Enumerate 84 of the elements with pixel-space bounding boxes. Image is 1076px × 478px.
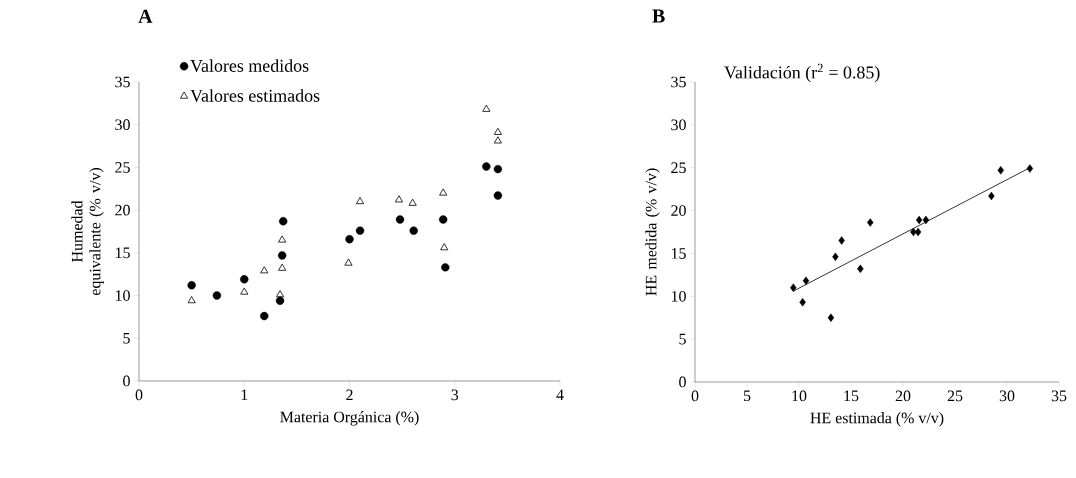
point <box>914 227 922 237</box>
y-axis-title: HE medida (% v/v) <box>645 168 660 296</box>
point <box>1026 164 1034 173</box>
x-tick-label: 20 <box>895 390 911 402</box>
point <box>275 296 285 305</box>
point <box>240 275 249 284</box>
point <box>356 197 365 205</box>
y-tick-label: 35 <box>115 76 130 88</box>
point <box>799 298 806 307</box>
x-tick-label: 15 <box>844 390 859 402</box>
chart-title: A <box>138 9 153 23</box>
x-tick-label: 1 <box>241 389 248 401</box>
chart-title: B <box>652 9 665 23</box>
point <box>439 188 448 196</box>
point <box>394 195 403 203</box>
point <box>493 191 503 200</box>
x-tick-label: 25 <box>947 390 963 402</box>
x-axis-title: HE estimada (% v/v) <box>810 412 944 427</box>
point <box>867 218 874 227</box>
point <box>260 266 269 274</box>
x-tick-label: 2 <box>346 389 353 401</box>
y-tick-label: 30 <box>671 119 686 131</box>
y-tick-label: 5 <box>123 332 130 344</box>
point <box>408 198 417 206</box>
point <box>395 215 405 224</box>
point <box>922 215 930 225</box>
point <box>493 164 503 174</box>
point <box>279 217 288 226</box>
point <box>260 311 269 321</box>
point <box>838 236 845 245</box>
annotation: Validación (r$^{2}$ = 0.85) <box>724 63 880 83</box>
y-tick-label: 20 <box>671 205 686 216</box>
y-axis-title: Humedad equivalente (% v/v) <box>71 168 104 296</box>
point <box>827 313 835 322</box>
x-tick-label: 0 <box>691 390 699 402</box>
point <box>240 287 249 295</box>
x-tick-label: 5 <box>743 390 751 402</box>
y-tick-label: 5 <box>679 333 686 345</box>
point <box>187 296 196 304</box>
point <box>276 290 285 298</box>
x-tick-label: 35 <box>1051 390 1067 402</box>
x-tick-label: 3 <box>451 389 459 401</box>
legend-label: Valores medidos <box>190 59 309 72</box>
y-tick-label: 25 <box>671 162 686 174</box>
point <box>440 243 449 251</box>
y-tick-label: 15 <box>115 247 130 259</box>
point <box>915 215 923 225</box>
point <box>345 234 354 244</box>
point <box>441 263 450 272</box>
point <box>439 215 448 224</box>
point <box>482 104 491 112</box>
y-tick-label: 35 <box>671 76 686 88</box>
point <box>493 136 502 144</box>
point <box>355 226 365 235</box>
point <box>409 226 418 235</box>
point <box>187 281 196 290</box>
x-axis-title: Materia Orgánica (%) <box>280 411 419 426</box>
y-tick-label: 0 <box>123 375 130 387</box>
point <box>278 263 287 271</box>
y-tick-label: 15 <box>671 248 686 259</box>
legend-label: Valores estimados <box>190 89 320 102</box>
point <box>493 127 502 135</box>
y-tick-label: 20 <box>115 204 130 216</box>
point <box>278 235 287 243</box>
x-tick-label: 10 <box>792 390 807 402</box>
point <box>997 166 1004 175</box>
x-tick-label: 0 <box>135 389 143 401</box>
y-tick-label: 10 <box>671 290 686 302</box>
x-tick-label: 30 <box>999 390 1015 402</box>
point <box>790 283 797 292</box>
point <box>344 258 353 266</box>
point <box>212 291 222 300</box>
point <box>277 251 287 260</box>
point <box>857 264 864 274</box>
point <box>832 252 839 262</box>
point <box>802 276 810 286</box>
y-tick-label: 25 <box>115 162 130 173</box>
x-tick-label: 4 <box>556 389 564 400</box>
point <box>988 191 995 201</box>
y-tick-label: 10 <box>115 290 130 301</box>
y-tick-label: 0 <box>679 376 686 388</box>
point <box>910 227 917 237</box>
point <box>482 162 491 171</box>
y-tick-label: 30 <box>115 119 130 131</box>
